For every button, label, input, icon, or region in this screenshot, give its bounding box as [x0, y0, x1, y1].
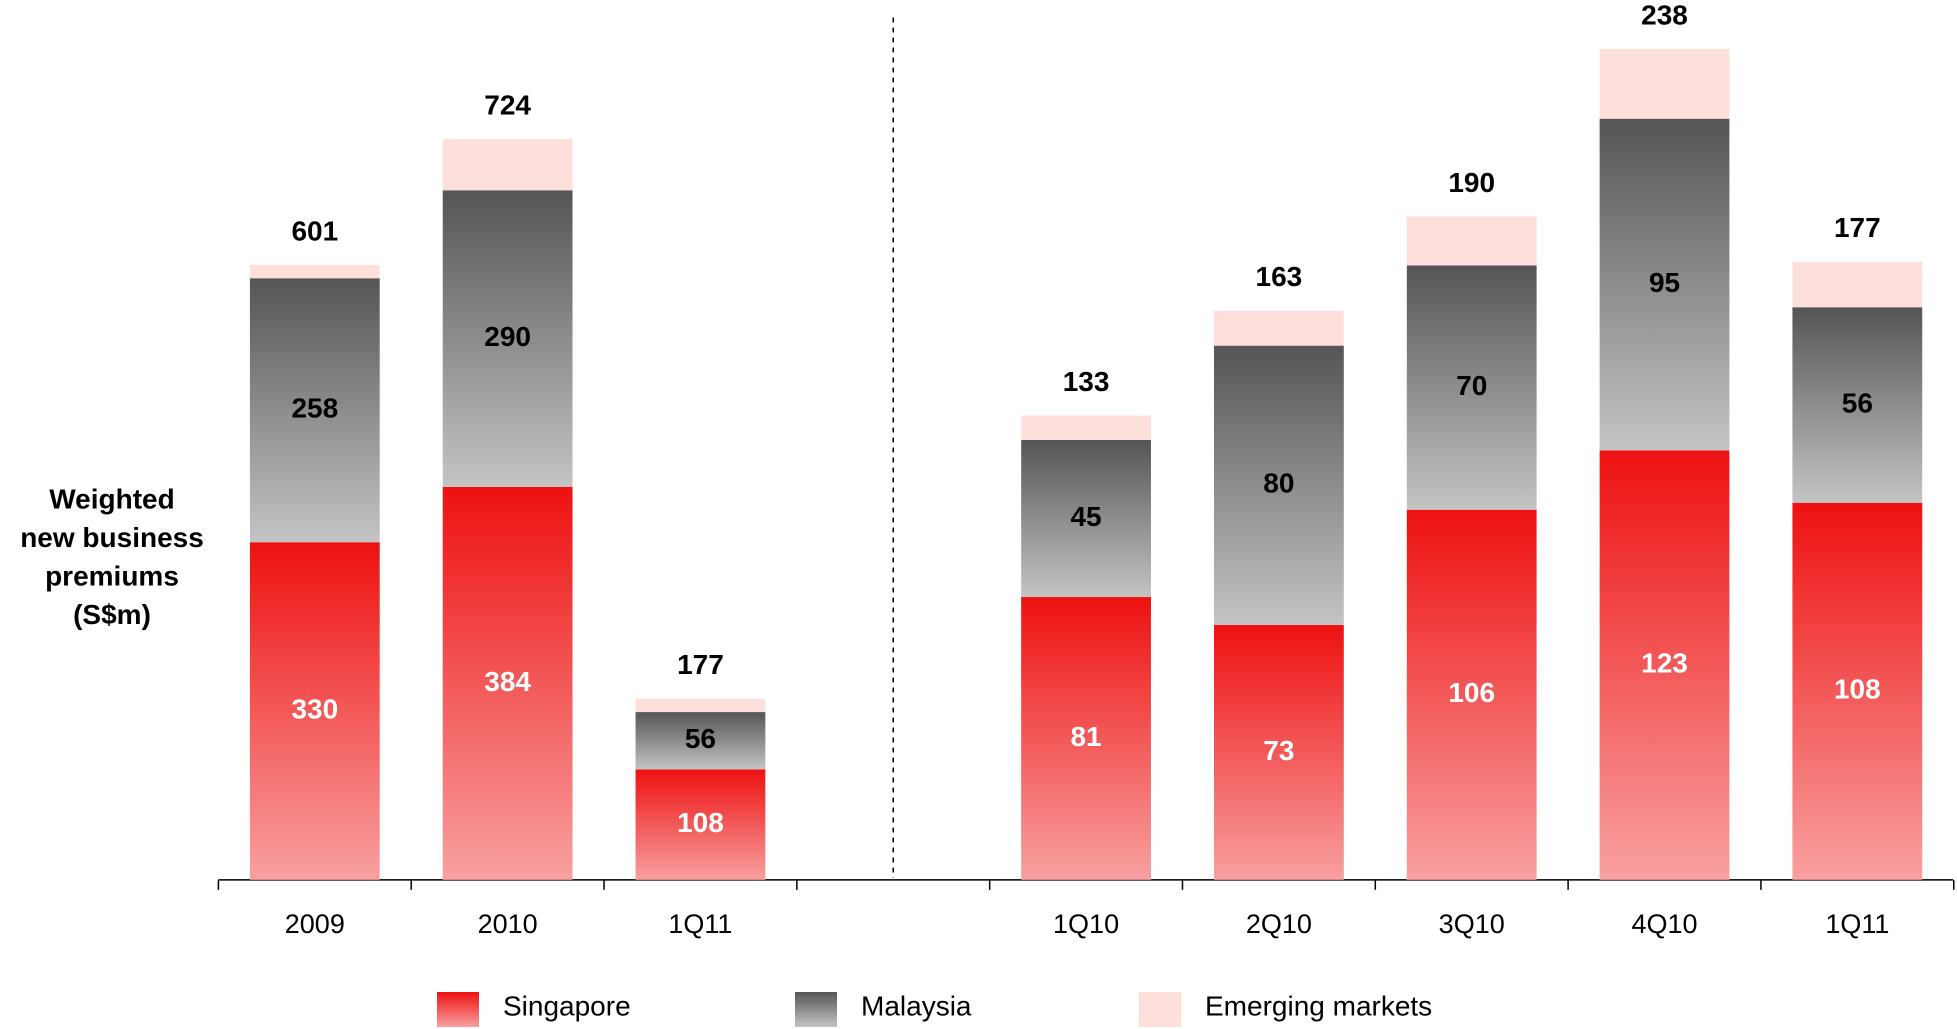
segment-label: 330	[291, 693, 338, 724]
segment-label: 95	[1649, 267, 1680, 298]
segment-label: 123	[1641, 648, 1688, 679]
segment-label: 80	[1263, 468, 1294, 499]
segment-label: 258	[291, 393, 338, 424]
legend-swatch	[1139, 992, 1181, 1027]
bar-segment	[1021, 597, 1151, 880]
bar-segment	[1213, 310, 1344, 346]
x-tick-label: 2009	[285, 909, 345, 939]
bar-segment	[442, 486, 573, 880]
total-label: 238	[1641, 0, 1688, 30]
x-tick-label: 1Q11	[1825, 909, 1889, 939]
bar-segment	[1792, 307, 1923, 503]
total-label: 190	[1448, 167, 1495, 198]
segment-label: 70	[1456, 370, 1487, 401]
y-axis-label: Weighted	[49, 483, 174, 514]
total-label: 177	[1834, 212, 1881, 243]
bar-segment	[1406, 509, 1537, 880]
bar-segment	[1599, 450, 1730, 880]
segment-label: 56	[685, 723, 716, 754]
x-tick-label: 2Q10	[1246, 909, 1312, 939]
total-label: 177	[677, 649, 724, 680]
bar-segment	[1213, 345, 1344, 625]
bar-segment	[249, 542, 380, 880]
segment-label: 290	[484, 321, 531, 352]
segment-label: 81	[1070, 721, 1101, 752]
bar-segment	[442, 139, 573, 191]
bar-segment	[1213, 624, 1344, 880]
legend-label: Emerging markets	[1205, 990, 1432, 1021]
segment-label: 108	[1834, 674, 1881, 705]
bar-segment	[1406, 216, 1537, 266]
segment-label: 106	[1448, 677, 1495, 708]
segment-label: 108	[677, 807, 724, 838]
legend-label: Malaysia	[861, 990, 972, 1021]
bar-segment	[1021, 415, 1151, 440]
total-label: 601	[291, 215, 338, 246]
bar-segment	[635, 698, 766, 713]
x-tick-label: 2010	[478, 909, 538, 939]
segment-label: 384	[484, 666, 531, 697]
bar-segment	[1599, 118, 1730, 451]
bar-segment	[249, 278, 380, 543]
legend-swatch	[437, 992, 479, 1027]
x-tick-label: 1Q10	[1053, 909, 1119, 939]
legend-swatch	[795, 992, 837, 1027]
bar-segment	[1021, 439, 1151, 598]
segment-label: 45	[1070, 501, 1101, 532]
segment-label: 56	[1842, 387, 1873, 418]
x-tick-label: 1Q11	[668, 909, 732, 939]
total-label: 133	[1063, 366, 1110, 397]
total-label: 163	[1256, 261, 1303, 292]
y-axis-label: premiums	[45, 560, 179, 591]
total-label: 724	[484, 90, 531, 121]
bar-segment	[1792, 502, 1923, 880]
legend-label: Singapore	[503, 990, 631, 1021]
bar-segment	[249, 264, 380, 279]
segment-label: 73	[1263, 735, 1294, 766]
x-tick-label: 3Q10	[1439, 909, 1505, 939]
y-axis-label: (S$m)	[73, 599, 151, 630]
x-tick-label: 4Q10	[1631, 909, 1697, 939]
bar-segment	[1599, 48, 1730, 119]
y-axis-label: new business	[20, 522, 204, 553]
bar-segment	[635, 712, 766, 770]
bar-segment	[1792, 261, 1923, 308]
bar-segment	[1406, 265, 1537, 510]
bar-segment	[442, 190, 573, 487]
bar-segment	[635, 769, 766, 880]
